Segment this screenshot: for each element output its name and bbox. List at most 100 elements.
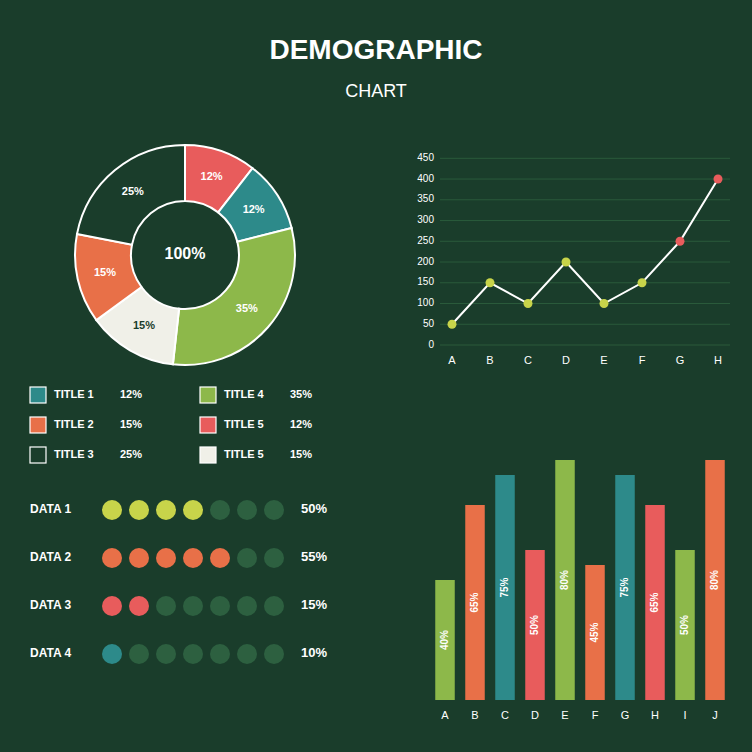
bar xyxy=(675,550,695,700)
legend-swatch xyxy=(30,447,46,463)
grid-line xyxy=(440,303,730,304)
grid-line xyxy=(440,158,730,159)
dot-filled xyxy=(102,548,122,568)
dot-filled xyxy=(129,596,149,616)
row-value: 15% xyxy=(301,597,327,612)
dot-filled xyxy=(102,596,122,616)
line-marker xyxy=(638,278,647,287)
line-marker xyxy=(486,278,495,287)
x-tick-label: B xyxy=(471,709,478,721)
y-tick-label: 100 xyxy=(417,297,434,308)
legend-label: TITLE 3 xyxy=(54,448,94,460)
data-label: 50% xyxy=(529,615,540,635)
legend-label: TITLE 4 xyxy=(224,388,265,400)
dot-empty xyxy=(264,596,284,616)
data-label: 35% xyxy=(236,302,258,314)
legend-label: TITLE 1 xyxy=(54,388,94,400)
dot-empty xyxy=(156,596,176,616)
donut-slice xyxy=(75,234,141,320)
legend-label: TITLE 2 xyxy=(54,418,94,430)
dot-filled xyxy=(102,500,122,520)
grid-line xyxy=(440,199,730,200)
data-label: 12% xyxy=(243,203,265,215)
data-label: 15% xyxy=(94,266,116,278)
grid-line xyxy=(440,345,730,346)
dot-empty xyxy=(237,644,257,664)
row-value: 55% xyxy=(301,549,327,564)
bar xyxy=(585,565,605,700)
row-label: DATA 3 xyxy=(30,598,71,612)
line-marker xyxy=(676,237,685,246)
dot-empty xyxy=(264,644,284,664)
data-label: 80% xyxy=(709,570,720,590)
bar xyxy=(525,550,545,700)
dot-filled xyxy=(156,500,176,520)
infographic: DEMOGRAPHICCHART12%12%35%15%15%25%100%05… xyxy=(0,0,752,752)
y-tick-label: 0 xyxy=(428,339,434,350)
dot-empty xyxy=(183,596,203,616)
dot-empty xyxy=(264,500,284,520)
dot-filled xyxy=(183,548,203,568)
dot-empty xyxy=(210,644,230,664)
y-tick-label: 300 xyxy=(417,214,434,225)
x-tick-label: E xyxy=(561,709,568,721)
x-tick-label: C xyxy=(501,709,509,721)
x-tick-label: F xyxy=(639,354,646,366)
y-tick-label: 250 xyxy=(417,235,434,246)
line-marker xyxy=(600,299,609,308)
dot-empty xyxy=(210,596,230,616)
x-tick-label: G xyxy=(621,709,630,721)
x-tick-label: D xyxy=(562,354,570,366)
legend-value: 15% xyxy=(290,448,312,460)
x-tick-label: I xyxy=(683,709,686,721)
row-label: DATA 2 xyxy=(30,550,71,564)
bar xyxy=(435,580,455,700)
line-plot xyxy=(448,175,723,329)
x-tick-label: E xyxy=(600,354,607,366)
data-label: 50% xyxy=(679,615,690,635)
bar xyxy=(555,460,575,700)
y-tick-label: 350 xyxy=(417,193,434,204)
dot-empty xyxy=(237,548,257,568)
dot-empty xyxy=(237,500,257,520)
bar xyxy=(495,475,515,700)
dot-filled xyxy=(102,644,122,664)
data-label: 80% xyxy=(559,570,570,590)
grid-line xyxy=(440,324,730,325)
legend-swatch xyxy=(200,417,216,433)
bar xyxy=(705,460,725,700)
dot-filled xyxy=(129,548,149,568)
legend-label: TITLE 5 xyxy=(224,448,264,460)
x-tick-label: F xyxy=(592,709,599,721)
dot-empty xyxy=(183,644,203,664)
row-label: DATA 4 xyxy=(30,646,71,660)
data-label: 12% xyxy=(201,170,223,182)
x-tick-label: G xyxy=(676,354,685,366)
data-label: 65% xyxy=(649,592,660,612)
x-tick-label: J xyxy=(712,709,718,721)
x-tick-label: H xyxy=(651,709,659,721)
legend-label: TITLE 5 xyxy=(224,418,264,430)
row-value: 10% xyxy=(301,645,327,660)
bar xyxy=(645,505,665,700)
grid-line xyxy=(440,262,730,263)
y-tick-label: 50 xyxy=(423,318,435,329)
legend-value: 12% xyxy=(120,388,142,400)
background xyxy=(0,0,752,752)
dot-filled xyxy=(183,500,203,520)
y-tick-label: 450 xyxy=(417,152,434,163)
donut-slice xyxy=(77,145,185,245)
dot-empty xyxy=(129,644,149,664)
dot-filled xyxy=(210,548,230,568)
data-label: 75% xyxy=(619,577,630,597)
x-tick-label: C xyxy=(524,354,532,366)
legend-value: 25% xyxy=(120,448,142,460)
legend-swatch xyxy=(30,417,46,433)
legend-value: 35% xyxy=(290,388,312,400)
dot-empty xyxy=(210,500,230,520)
grid-line xyxy=(440,241,730,242)
y-tick-label: 200 xyxy=(417,256,434,267)
x-tick-label: H xyxy=(714,354,722,366)
line-marker xyxy=(562,258,571,267)
y-tick-label: 150 xyxy=(417,276,434,287)
